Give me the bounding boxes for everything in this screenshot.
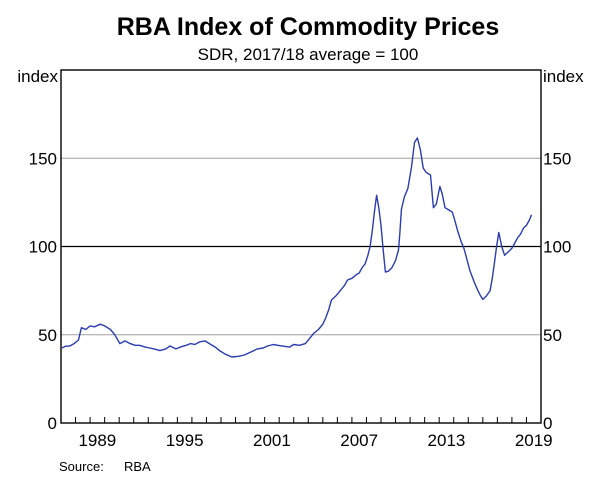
chart-subtitle: SDR, 2017/18 average = 100 (197, 45, 419, 64)
y-tick-label-left: 0 (48, 414, 57, 433)
y-tick-label-left: 50 (38, 326, 57, 345)
y-tick-label-left: 100 (29, 238, 57, 257)
x-tick-label: 2013 (428, 431, 466, 450)
source-label: Source: (59, 459, 104, 474)
x-tick-label: 2019 (515, 431, 553, 450)
y-axis-label-right: index (543, 67, 584, 86)
y-axis: 0 0 50 50 100 100 150 150 (29, 149, 572, 433)
chart-title: RBA Index of Commodity Prices (116, 13, 500, 41)
x-axis: 1989 1995 2001 2007 2013 2019 (75, 417, 553, 450)
y-tick-label-right: 50 (543, 326, 562, 345)
source-value: RBA (124, 459, 151, 474)
x-tick-label: 2007 (340, 431, 378, 450)
gridlines (61, 157, 541, 336)
y-axis-label-left: index (17, 67, 58, 86)
source-note: Source: RBA (59, 459, 151, 474)
series-group (61, 137, 533, 358)
series-line (61, 137, 533, 358)
x-tick-label: 2001 (253, 431, 291, 450)
y-tick-label-right: 100 (543, 238, 571, 257)
x-tick-label: 1989 (78, 431, 116, 450)
y-tick-label-left: 150 (29, 149, 57, 168)
y-tick-label-right: 150 (543, 149, 571, 168)
x-tick-label: 1995 (166, 431, 204, 450)
y-tick-label-right: 0 (543, 414, 552, 433)
plot-frame (60, 69, 542, 424)
